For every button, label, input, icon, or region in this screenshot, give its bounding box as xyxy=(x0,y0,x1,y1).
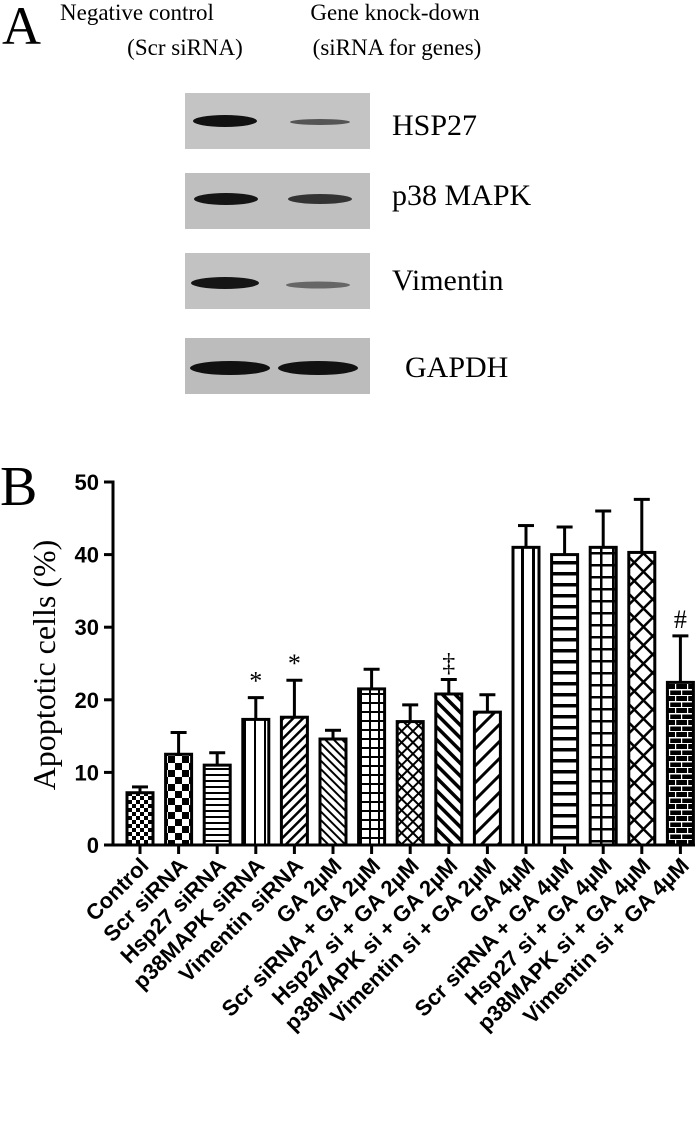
bar xyxy=(511,545,541,847)
column-title: Gene knock-down xyxy=(310,0,480,25)
panel-label: A xyxy=(2,0,41,56)
column-subtitle: (siRNA for genes) xyxy=(313,35,482,60)
y-tick-label: 40 xyxy=(75,543,99,568)
blot-label: p38 MAPK xyxy=(392,179,532,212)
blot-label: GAPDH xyxy=(405,351,508,384)
bar xyxy=(434,692,464,847)
bar xyxy=(627,550,657,847)
blot-label: Vimentin xyxy=(392,264,504,297)
column-title: Negative control xyxy=(60,0,214,25)
bar xyxy=(395,720,425,847)
significance-marker: ‡ xyxy=(442,648,455,677)
y-tick-label: 30 xyxy=(75,615,99,640)
bar xyxy=(588,545,618,847)
blot-hsp27 xyxy=(185,93,370,149)
significance-marker: # xyxy=(674,605,687,634)
bar xyxy=(279,715,309,847)
y-tick-label: 20 xyxy=(75,688,99,713)
significance-marker: * xyxy=(288,649,301,678)
bar xyxy=(164,752,194,847)
y-tick-label: 0 xyxy=(87,833,99,858)
blot-label: HSP27 xyxy=(392,109,477,142)
bar xyxy=(318,737,348,847)
blot-gapdh xyxy=(185,338,370,394)
panel-label: B xyxy=(0,456,37,518)
bar xyxy=(202,763,232,847)
bar xyxy=(357,687,387,847)
bar xyxy=(241,717,271,847)
y-axis-label: Apoptotic cells (%) xyxy=(26,540,62,791)
column-subtitle: (Scr siRNA) xyxy=(127,35,243,60)
y-tick-label: 50 xyxy=(75,470,99,495)
blot-vimentin xyxy=(185,253,370,309)
bar xyxy=(472,710,502,847)
bar xyxy=(665,680,695,847)
blot-p38 xyxy=(185,173,370,229)
y-tick-label: 10 xyxy=(75,760,99,785)
bar xyxy=(550,553,580,847)
bar xyxy=(125,791,155,847)
significance-marker: * xyxy=(249,667,262,696)
